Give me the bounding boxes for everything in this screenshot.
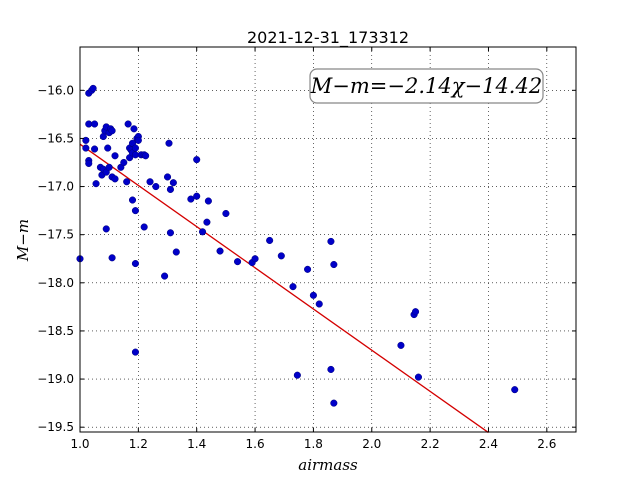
x-tick-label: 1.0	[70, 437, 89, 451]
data-point	[309, 291, 317, 299]
data-point	[91, 145, 99, 153]
data-point	[330, 260, 338, 269]
grid-lines	[80, 47, 576, 432]
data-point	[289, 283, 297, 291]
data-point	[187, 195, 195, 203]
data-point	[128, 196, 137, 204]
data-point	[172, 248, 180, 256]
data-point	[91, 120, 99, 128]
annotation-text: M−m=−2.14χ−14.42	[310, 74, 542, 98]
data-point	[234, 258, 242, 266]
data-point	[82, 136, 90, 144]
data-point	[134, 136, 142, 144]
data-point	[124, 120, 132, 128]
data-point	[131, 348, 139, 356]
data-point	[198, 228, 207, 236]
data-point	[108, 254, 116, 262]
data-point	[99, 132, 107, 141]
data-point	[140, 223, 148, 231]
y-tick-label: −16.0	[37, 83, 74, 97]
data-point	[146, 178, 154, 186]
fit-annotation: M−m=−2.14χ−14.42	[309, 68, 544, 104]
data-point	[161, 272, 169, 280]
data-point	[193, 156, 201, 164]
y-tick-label: −19.0	[37, 372, 74, 386]
data-point	[222, 209, 230, 218]
data-point	[327, 237, 335, 245]
chart-title: 2021-12-31_173312	[247, 28, 409, 48]
data-point	[165, 139, 173, 147]
data-point	[111, 152, 119, 160]
data-point	[277, 252, 285, 260]
data-point	[82, 144, 90, 152]
data-point	[105, 163, 113, 171]
x-tick-label: 1.4	[187, 437, 206, 451]
y-tick-label: −18.0	[37, 276, 74, 290]
y-axis-label: M−m	[14, 219, 32, 262]
data-point	[104, 144, 112, 152]
data-point	[293, 371, 301, 379]
fit-line	[79, 143, 489, 434]
data-point	[131, 207, 139, 215]
x-tick-label: 2.6	[537, 437, 556, 451]
data-point	[327, 365, 335, 373]
data-points	[76, 84, 519, 407]
data-point	[411, 308, 420, 316]
x-axis-label: airmass	[298, 456, 358, 474]
x-tick-label: 2.4	[479, 437, 498, 451]
data-point	[89, 84, 97, 92]
data-point	[123, 178, 131, 186]
y-tick-label: −19.5	[37, 420, 74, 434]
x-tick-label: 1.2	[129, 437, 148, 451]
data-point	[203, 218, 211, 226]
y-tick-label: −18.5	[37, 324, 74, 338]
y-tick-label: −17.0	[37, 180, 74, 194]
fit-line-layer	[79, 143, 489, 434]
data-point	[152, 183, 160, 191]
x-tick-label: 1.8	[304, 437, 323, 451]
y-tick-label: −17.5	[37, 228, 74, 242]
data-point	[111, 175, 119, 183]
plot-frame	[79, 46, 577, 433]
annotation-box	[309, 68, 544, 104]
x-tick-label: 2.2	[421, 437, 440, 451]
data-point	[85, 159, 93, 168]
data-point	[315, 300, 323, 308]
data-point	[108, 127, 116, 135]
x-tick-label: 2.0	[362, 437, 381, 451]
data-point	[266, 236, 274, 245]
data-point	[193, 192, 201, 200]
data-point	[131, 260, 139, 268]
data-point	[120, 158, 128, 167]
data-point	[216, 247, 224, 255]
data-point	[330, 399, 338, 407]
data-point	[102, 225, 110, 233]
data-point	[166, 185, 174, 193]
data-point	[142, 152, 150, 160]
data-point	[92, 180, 100, 188]
data-point	[251, 255, 259, 263]
data-point	[511, 386, 519, 394]
data-point	[131, 144, 139, 152]
y-tick-label: −16.5	[37, 131, 74, 145]
data-point	[166, 229, 174, 237]
data-point	[304, 265, 312, 273]
data-point	[169, 179, 177, 187]
data-point	[163, 173, 172, 181]
x-tick-label: 1.6	[246, 437, 265, 451]
data-point	[130, 125, 138, 133]
data-point	[414, 373, 422, 381]
data-point	[204, 197, 212, 205]
axis-ticks: 1.0 1.2 1.4 1.6 1.8 2.0 2.2 2.4 2.6 −16.0 −16.5 −17…	[37, 47, 576, 451]
data-point	[397, 341, 405, 349]
